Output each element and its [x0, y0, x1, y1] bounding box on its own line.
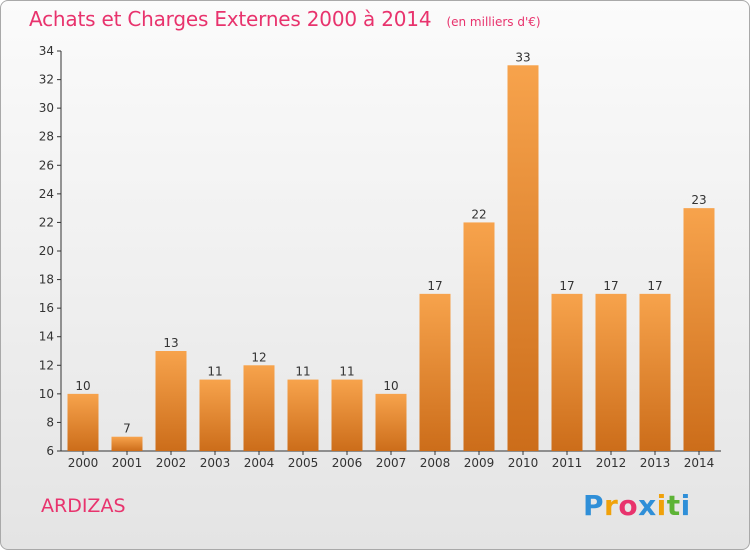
bar-2005 [287, 379, 319, 451]
y-tick-label: 24 [39, 187, 54, 201]
bar-value-label: 17 [559, 279, 574, 293]
x-tick-label: 2011 [552, 456, 583, 470]
x-tick-label: 2007 [376, 456, 407, 470]
proxiti-logo: Proxiti [583, 489, 691, 522]
bar-2002 [155, 351, 187, 451]
y-tick-label: 34 [39, 44, 54, 58]
x-tick-label: 2003 [200, 456, 231, 470]
chart-subtitle: (en milliers d'€) [446, 15, 541, 29]
bar-value-label: 13 [163, 336, 178, 350]
y-tick-label: 8 [46, 415, 54, 429]
y-tick-label: 6 [46, 444, 54, 458]
y-tick-label: 12 [39, 358, 54, 372]
bar-2012 [595, 293, 627, 451]
bar-2013 [639, 293, 671, 451]
x-tick-label: 2006 [332, 456, 363, 470]
bar-value-label: 12 [251, 350, 266, 364]
bar-value-label: 33 [515, 50, 530, 64]
bar-value-label: 11 [295, 365, 310, 379]
y-tick-label: 18 [39, 273, 54, 287]
y-tick-label: 30 [39, 101, 54, 115]
bar-2004 [243, 365, 275, 451]
y-tick-label: 26 [39, 158, 54, 172]
x-tick-label: 2000 [68, 456, 99, 470]
bar-2011 [551, 293, 583, 451]
bar-value-labels: 10 7 13 11 12 11 11 10 17 22 33 17 17 17 23 [75, 50, 706, 435]
y-tick-label: 14 [39, 330, 54, 344]
y-tick-label: 28 [39, 130, 54, 144]
axes: 6 8 10 12 14 16 18 20 22 24 26 28 30 32 34 2000 2001 2002… [39, 44, 721, 470]
logo-letter: x [638, 489, 657, 522]
bar-value-label: 17 [647, 279, 662, 293]
bar-2009 [463, 222, 495, 451]
bar-value-label: 17 [603, 279, 618, 293]
bar-value-label: 22 [471, 207, 486, 221]
place-name: ARDIZAS [41, 495, 126, 517]
bar-value-label: 10 [383, 379, 398, 393]
chart-title: Achats et Charges Externes 2000 à 2014 [29, 7, 432, 31]
x-tick-label: 2005 [288, 456, 319, 470]
x-tick-label: 2010 [508, 456, 539, 470]
chart-title-block: Achats et Charges Externes 2000 à 2014 (… [29, 7, 541, 31]
bar-2006 [331, 379, 363, 451]
bar-2008 [419, 293, 451, 451]
x-tick-label: 2001 [112, 456, 143, 470]
logo-letter: r [604, 489, 619, 522]
bar-2010 [507, 65, 539, 452]
x-tick-label: 2012 [596, 456, 627, 470]
bar-2000 [67, 393, 99, 451]
y-tick-label: 16 [39, 301, 54, 315]
bar-2003 [199, 379, 231, 451]
y-tick-label: 32 [39, 73, 54, 87]
bar-value-label: 17 [427, 279, 442, 293]
x-tick-label: 2014 [684, 456, 715, 470]
bar-2001 [111, 436, 143, 451]
x-tick-label: 2002 [156, 456, 187, 470]
logo-letter: t [666, 489, 681, 522]
y-tick-label: 20 [39, 244, 54, 258]
x-tick-label: 2009 [464, 456, 495, 470]
x-tick-label: 2013 [640, 456, 671, 470]
bar-value-label: 11 [207, 365, 222, 379]
bar-value-label: 23 [691, 193, 706, 207]
y-tick-label: 10 [39, 387, 54, 401]
x-tick-label: 2004 [244, 456, 275, 470]
logo-letter: P [583, 489, 605, 522]
x-tick-label: 2008 [420, 456, 451, 470]
bar-2007 [375, 393, 407, 451]
bar-2014 [683, 208, 715, 451]
logo-letter: o [618, 489, 639, 522]
logo-letter: i [656, 489, 667, 522]
bar-value-label: 11 [339, 365, 354, 379]
bar-value-label: 7 [123, 422, 131, 436]
bar-value-label: 10 [75, 379, 90, 393]
bars [67, 65, 715, 452]
y-tick-label: 22 [39, 215, 54, 229]
logo-letter: i [680, 489, 691, 522]
